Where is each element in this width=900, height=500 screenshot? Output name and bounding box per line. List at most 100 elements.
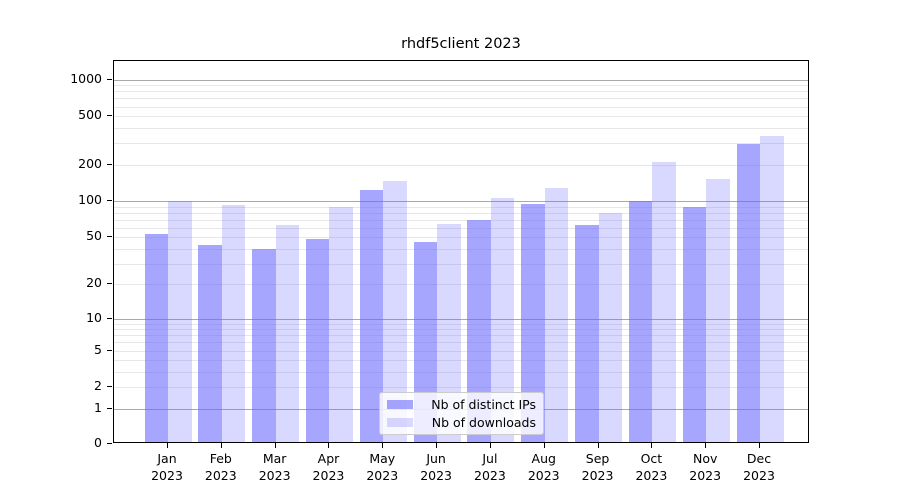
bar-downloads <box>706 178 730 442</box>
y-tick-mark <box>107 236 112 238</box>
bar-downloads <box>221 205 246 442</box>
x-tick-month: Jan <box>157 451 177 466</box>
x-tick-year: 2023 <box>743 468 775 483</box>
y-tick-mark <box>107 386 112 388</box>
minor-gridline <box>114 248 808 250</box>
x-tick-label: Feb 2023 <box>194 450 248 484</box>
x-tick-mark <box>759 443 761 448</box>
minor-gridline <box>114 128 808 130</box>
bar-distinct-ips <box>252 248 276 442</box>
y-tick-label: 50 <box>86 228 102 244</box>
bar-downloads <box>598 212 623 442</box>
x-tick-month: Sep <box>585 451 610 466</box>
legend-item-distinct-ips: Nb of distinct IPs <box>387 396 536 413</box>
x-tick-label: Apr 2023 <box>301 450 355 484</box>
x-tick-label: May 2023 <box>355 450 409 484</box>
y-tick-mark <box>107 443 112 444</box>
bar-downloads <box>437 223 461 442</box>
major-gridline <box>114 318 808 320</box>
x-tick-month: Jul <box>482 451 498 466</box>
minor-gridline <box>114 350 808 352</box>
x-tick-year: 2023 <box>204 468 237 483</box>
x-tick-mark <box>489 443 491 448</box>
bar-downloads <box>760 136 784 442</box>
bar-downloads <box>652 161 676 442</box>
minor-gridline <box>114 143 808 145</box>
minor-gridline <box>114 342 808 344</box>
major-gridline <box>114 79 808 81</box>
minor-gridline <box>114 387 808 389</box>
minor-gridline <box>114 164 808 166</box>
x-tick-mark <box>705 443 707 448</box>
minor-gridline <box>114 206 808 208</box>
minor-gridline <box>114 91 808 93</box>
x-tick-label: Oct 2023 <box>624 450 678 484</box>
x-tick-label: Dec 2023 <box>732 450 786 484</box>
bar-distinct-ips <box>359 189 384 442</box>
x-tick-month: Oct <box>640 451 663 466</box>
major-gridline <box>114 201 808 203</box>
x-tick-year: 2023 <box>527 468 560 483</box>
minor-gridline <box>114 85 808 87</box>
x-tick-year: 2023 <box>420 468 452 483</box>
legend-label-downloads: Nb of downloads <box>431 414 536 430</box>
bar-distinct-ips <box>521 203 545 442</box>
bar-downloads <box>490 197 515 442</box>
bar-distinct-ips <box>682 206 707 442</box>
x-tick-mark <box>328 443 330 448</box>
minor-gridline <box>114 263 808 265</box>
x-tick-year: 2023 <box>474 468 506 483</box>
legend-swatch-distinct-ips <box>387 400 413 410</box>
minor-gridline <box>114 98 808 100</box>
x-tick-mark <box>274 443 276 448</box>
minor-gridline <box>114 116 808 118</box>
y-tick-mark <box>107 283 112 285</box>
bar-downloads <box>275 225 300 442</box>
x-tick-label: Aug 2023 <box>517 450 571 484</box>
chart-title: rhdf5client 2023 <box>401 36 521 52</box>
x-tick-month: Apr <box>317 451 340 466</box>
y-tick-label: 200 <box>78 155 102 171</box>
minor-gridline <box>114 329 808 331</box>
x-tick-label: Mar 2023 <box>248 450 302 484</box>
y-tick-mark <box>107 115 112 117</box>
y-tick-label: 5 <box>94 341 102 357</box>
minor-gridline <box>114 227 808 229</box>
x-tick-year: 2023 <box>581 468 614 483</box>
x-tick-label: Jan 2023 <box>140 450 194 484</box>
y-tick-label: 20 <box>86 275 102 291</box>
x-tick-mark <box>651 443 653 448</box>
y-tick-label: 0 <box>94 435 102 450</box>
legend-item-downloads: Nb of downloads <box>387 414 536 431</box>
x-tick-mark <box>597 443 599 448</box>
minor-gridline <box>114 219 808 221</box>
bar-distinct-ips <box>467 219 491 442</box>
x-tick-label: Sep 2023 <box>571 450 625 484</box>
x-tick-year: 2023 <box>258 468 291 483</box>
bar-downloads <box>329 206 353 442</box>
y-tick-mark <box>107 349 112 351</box>
minor-gridline <box>114 323 808 325</box>
y-tick-mark <box>107 163 112 165</box>
x-tick-year: 2023 <box>635 468 668 483</box>
minor-gridline <box>114 360 808 362</box>
legend-label-distinct-ips: Nb of distinct IPs <box>431 397 536 413</box>
x-tick-month: Mar <box>262 451 287 466</box>
bar-downloads <box>544 187 569 442</box>
x-tick-month: Feb <box>209 451 232 466</box>
bar-downloads <box>383 181 407 442</box>
x-tick-label: Jul 2023 <box>463 450 517 484</box>
minor-gridline <box>114 106 808 108</box>
x-tick-month: Dec <box>746 451 772 466</box>
x-tick-mark <box>436 443 438 448</box>
x-tick-month: Jun <box>426 451 446 466</box>
plot-inner <box>114 61 808 442</box>
minor-gridline <box>114 335 808 337</box>
bar-distinct-ips <box>628 201 653 442</box>
y-tick-mark <box>107 317 112 319</box>
x-tick-label: Nov 2023 <box>678 450 732 484</box>
minor-gridline <box>114 237 808 239</box>
x-tick-year: 2023 <box>366 468 399 483</box>
legend-swatch-downloads <box>387 417 413 427</box>
minor-gridline <box>114 372 808 374</box>
